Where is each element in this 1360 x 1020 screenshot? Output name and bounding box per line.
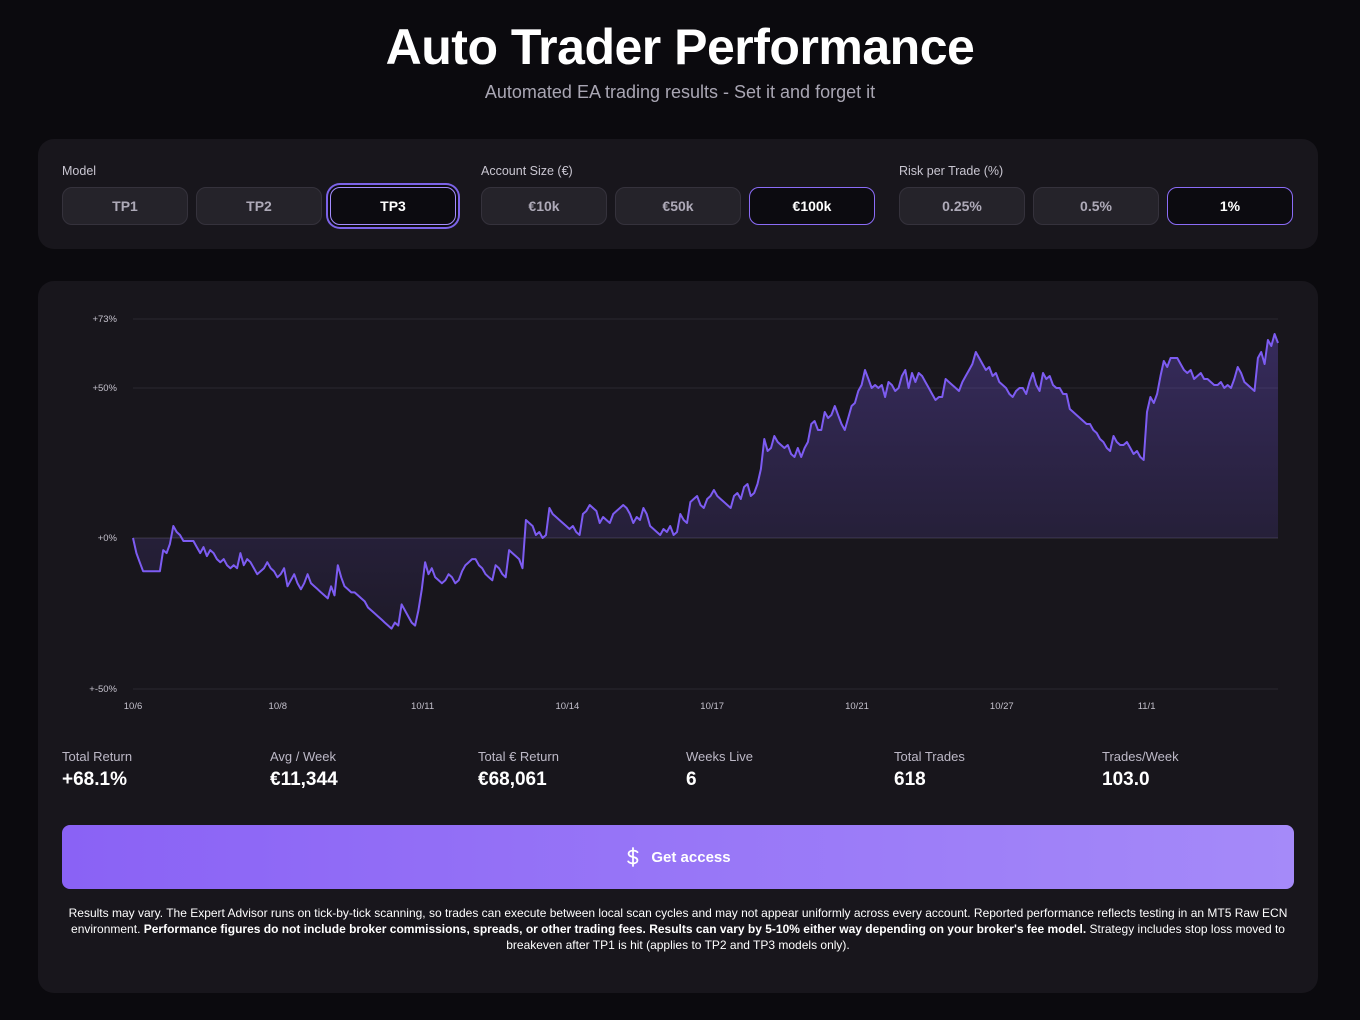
- y-tick-label: +50%: [92, 383, 117, 394]
- get-access-label: Get access: [651, 848, 731, 866]
- y-tick-label: +0%: [98, 533, 118, 544]
- page-subtitle: Automated EA trading results - Set it an…: [484, 82, 876, 102]
- account-option-100k[interactable]: €100k: [749, 187, 875, 225]
- stat-value: €11,344: [270, 769, 338, 790]
- disclaimer-part1: Results may vary. The Expert Advisor run…: [68, 906, 1288, 936]
- account-option-50k[interactable]: €50k: [615, 187, 741, 225]
- model-option-tp1[interactable]: TP1: [62, 187, 188, 225]
- stat-total-trades: Total Trades 618: [894, 749, 965, 791]
- model-group: Model TP1 TP2 TP3: [62, 163, 456, 225]
- chart-area-fill: [133, 334, 1278, 629]
- stat-label: Trades/Week: [1102, 749, 1179, 764]
- stat-value: +68.1%: [62, 769, 127, 790]
- disclaimer-part2: Strategy includes stop loss moved to bre…: [506, 922, 1285, 952]
- x-tick-label: 10/27: [990, 701, 1014, 712]
- y-tick-label: +-50%: [89, 684, 117, 695]
- model-option-tp2[interactable]: TP2: [196, 187, 322, 225]
- stats-row: Total Return +68.1% Avg / Week €11,344 T…: [62, 749, 1294, 809]
- x-tick-label: 10/21: [845, 701, 869, 712]
- stat-label: Total € Return: [478, 749, 559, 764]
- x-tick-label: 10/6: [124, 701, 143, 712]
- performance-panel: +73% +50% +0% +-50% 10/6 10/8 10/11 10/14 10/17 1…: [38, 281, 1318, 993]
- model-option-tp3[interactable]: TP3: [330, 187, 456, 225]
- stat-value: 6: [686, 769, 697, 790]
- risk-option-1[interactable]: 1%: [1167, 187, 1293, 225]
- stat-label: Total Return: [62, 749, 133, 764]
- controls-panel: Model TP1 TP2 TP3 Account Size (€) €10k …: [38, 139, 1318, 249]
- page-header: Auto Trader Performance Automated EA tra…: [0, 18, 1360, 103]
- disclaimer-text: Results may vary. The Expert Advisor run…: [62, 905, 1294, 953]
- x-tick-label: 11/1: [1138, 701, 1156, 712]
- account-size-label: Account Size (€): [481, 164, 573, 178]
- chart-series-line: [132, 333, 1279, 630]
- page-title: Auto Trader Performance: [385, 19, 975, 75]
- y-tick-label: +73%: [92, 314, 117, 325]
- account-size-group: Account Size (€) €10k €50k €100k: [481, 163, 875, 225]
- x-tick-label: 10/8: [269, 701, 288, 712]
- stat-avg-week: Avg / Week €11,344: [270, 749, 338, 791]
- stat-label: Total Trades: [894, 749, 965, 764]
- stat-weeks-live: Weeks Live 6: [686, 749, 753, 791]
- dollar-icon: [627, 847, 639, 867]
- x-tick-label: 10/14: [556, 701, 580, 712]
- disclaimer-bold: Performance figures do not include broke…: [143, 922, 1087, 936]
- x-tick-label: 10/11: [411, 701, 434, 712]
- stat-total-return: Total Return +68.1%: [62, 749, 132, 791]
- risk-option-05[interactable]: 0.5%: [1033, 187, 1159, 225]
- performance-chart: +73% +50% +0% +-50% 10/6 10/8 10/11 10/14 10/17 1…: [89, 314, 1279, 712]
- stat-trades-per-week: Trades/Week 103.0: [1102, 749, 1179, 791]
- account-option-10k[interactable]: €10k: [481, 187, 607, 225]
- stat-label: Weeks Live: [686, 749, 753, 764]
- risk-group: Risk per Trade (%) 0.25% 0.5% 1%: [899, 163, 1293, 225]
- stat-value: €68,061: [478, 769, 547, 790]
- risk-option-025[interactable]: 0.25%: [899, 187, 1025, 225]
- stat-value: 618: [894, 769, 926, 790]
- stat-label: Avg / Week: [270, 749, 336, 764]
- stat-total-euro-return: Total € Return €68,061: [478, 749, 559, 791]
- risk-label: Risk per Trade (%): [899, 164, 1004, 178]
- x-tick-label: 10/17: [700, 701, 724, 712]
- stat-value: 103.0: [1102, 769, 1150, 790]
- get-access-button[interactable]: Get access: [62, 825, 1294, 889]
- model-label: Model: [62, 164, 97, 178]
